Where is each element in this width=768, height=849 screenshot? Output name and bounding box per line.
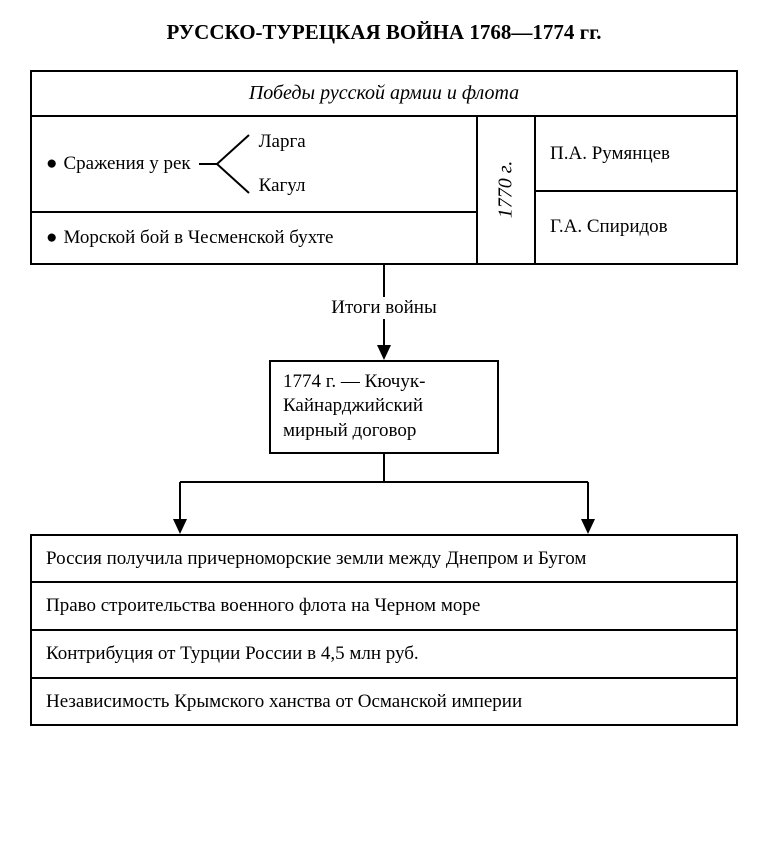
victory-1-left: Морской бой в Чесменской бухте bbox=[63, 227, 333, 248]
fork-label-1: Кагул bbox=[259, 173, 306, 199]
treaty-box: 1774 г. — Кючук-Кайнарджийский мирный до… bbox=[269, 360, 499, 454]
fork-label-0: Ларга bbox=[259, 129, 306, 155]
commander-0: П.А. Румянцев bbox=[536, 117, 736, 190]
outcome-0: Россия получила причерноморские земли ме… bbox=[32, 536, 736, 582]
victory-0-left: Сражения у рек bbox=[63, 153, 190, 174]
victories-header: Победы русской армии и флота bbox=[32, 72, 736, 117]
year-label: 1770 г. bbox=[495, 161, 518, 219]
page-title: РУССКО-ТУРЕЦКАЯ ВОЙНА 1768—1774 гг. bbox=[30, 20, 738, 45]
victories-right-col: П.А. Румянцев Г.А. Спиридов bbox=[536, 117, 736, 263]
outcome-2: Контрибуция от Турции России в 4,5 млн р… bbox=[32, 629, 736, 677]
connector-label: Итоги войны bbox=[325, 297, 442, 319]
fork-icon bbox=[197, 129, 253, 199]
year-cell: 1770 г. bbox=[476, 117, 536, 263]
victories-body: ●Сражения у рек Ларга Кагул ●Морской бой… bbox=[32, 117, 736, 263]
victory-row-0: ●Сражения у рек Ларга Кагул bbox=[32, 117, 476, 211]
fork-down bbox=[30, 454, 738, 534]
outcome-3: Независимость Крымского ханства от Осман… bbox=[32, 677, 736, 725]
outcome-1: Право строительства военного флота на Че… bbox=[32, 581, 736, 629]
outcomes-table: Россия получила причерноморские земли ме… bbox=[30, 534, 738, 727]
victories-table: Победы русской армии и флота ●Сражения у… bbox=[30, 70, 738, 265]
victories-left-col: ●Сражения у рек Ларга Кагул ●Морской бой… bbox=[32, 117, 476, 263]
connector-results: Итоги войны bbox=[30, 265, 738, 360]
victory-row-1: ●Морской бой в Чесменской бухте bbox=[32, 211, 476, 263]
commander-1: Г.А. Спиридов bbox=[536, 190, 736, 263]
